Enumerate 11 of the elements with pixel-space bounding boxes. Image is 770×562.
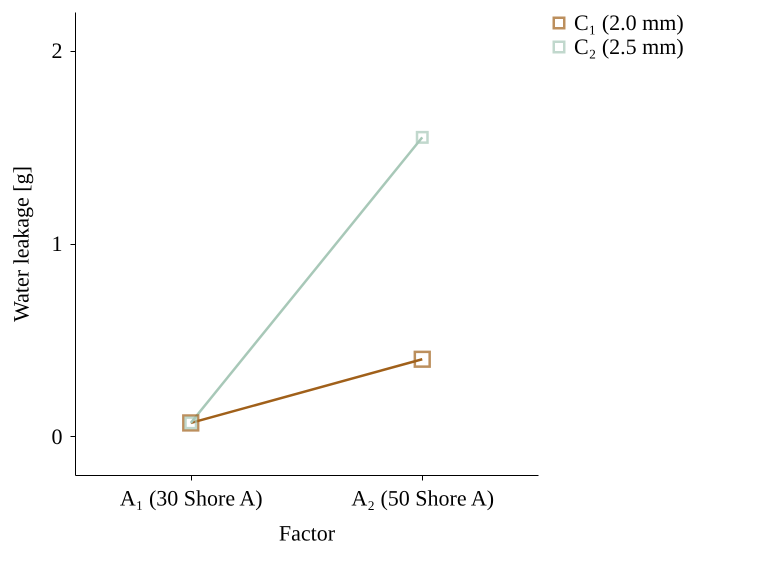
- x-tick-label: A₁ (30 Shore A): [120, 486, 263, 510]
- x-axis-title: Factor: [278, 520, 336, 546]
- y-tick-label: 1: [52, 231, 62, 256]
- x-tick-label: A₂ (50 Shore A): [351, 486, 494, 510]
- y-tick-label: 2: [52, 38, 62, 64]
- y-tick-label: 0: [52, 424, 62, 449]
- point: [414, 350, 431, 368]
- legend-label: C₂ (2.5 mm): [574, 34, 684, 59]
- y-axis-title: Water leakage [g]: [8, 166, 34, 322]
- legend-label: C₁ (2.0 mm): [574, 10, 684, 35]
- point: [416, 130, 429, 144]
